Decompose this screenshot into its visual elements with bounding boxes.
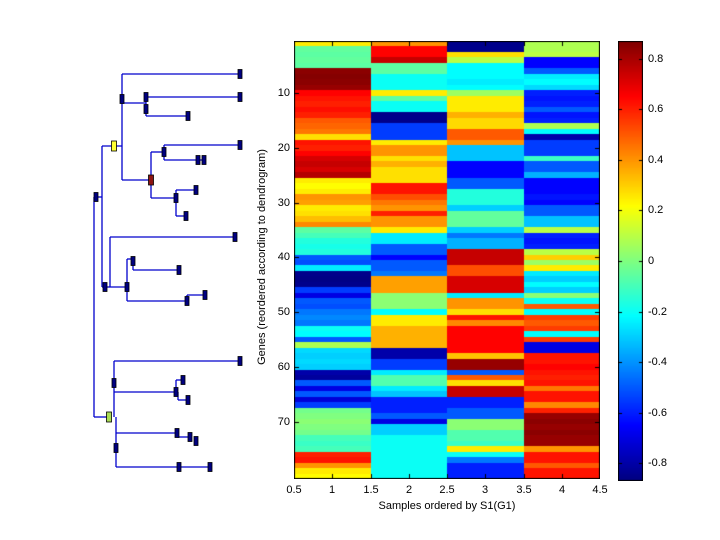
dendrogram-node <box>173 387 179 397</box>
y-tick-label: 50 <box>277 306 290 318</box>
colorbar-tick-label: -0.4 <box>648 356 667 368</box>
y-tick-label: 40 <box>277 251 290 263</box>
dendrogram-node <box>124 282 130 292</box>
dendrogram-node <box>237 69 243 79</box>
dendrogram-node <box>111 378 117 388</box>
dendrogram-node <box>176 462 182 472</box>
x-tick-label: 2.5 <box>439 484 455 496</box>
colorbar-canvas <box>618 41 643 481</box>
dendrogram-node <box>183 211 189 221</box>
dendrogram-node <box>201 155 207 165</box>
colorbar-tick-label: -0.2 <box>648 306 667 318</box>
colorbar-tick-label: -0.6 <box>648 407 667 419</box>
dendrogram-node <box>232 232 238 242</box>
dendrogram-node <box>237 92 243 102</box>
dendrogram-node-green <box>106 411 112 423</box>
dendrogram-node <box>93 192 99 202</box>
x-tick-label: 3.5 <box>516 484 532 496</box>
dendrogram-node <box>130 256 136 266</box>
x-tick-label: 1 <box>328 484 336 496</box>
dendrogram-node <box>184 296 190 306</box>
y-tick-label: 60 <box>277 361 290 373</box>
x-axis-label: Samples ordered by S1(G1) <box>378 500 516 512</box>
x-tick-label: 3 <box>481 484 489 496</box>
dendrogram-node <box>102 282 108 292</box>
y-tick-label: 70 <box>277 416 290 428</box>
dendrogram-node <box>193 185 199 195</box>
colorbar-tick-label: 0 <box>648 255 655 267</box>
heatmap-canvas <box>294 41 600 479</box>
dendrogram-node <box>202 290 208 300</box>
dendrogram-node <box>237 140 243 150</box>
y-tick-label: 20 <box>277 142 290 154</box>
dendrogram-node <box>143 104 149 114</box>
dendrogram-node-red <box>148 174 154 186</box>
x-tick-label: 4.5 <box>592 484 608 496</box>
dendrogram-node <box>185 111 191 121</box>
colorbar-tick-label: 0.8 <box>648 53 664 65</box>
y-tick-label: 30 <box>277 197 290 209</box>
dendrogram-node <box>185 395 191 405</box>
dendrogram-node <box>143 92 149 102</box>
x-tick-label: 1.5 <box>363 484 379 496</box>
dendrogram-node <box>207 462 213 472</box>
dendrogram-node <box>187 432 193 442</box>
dendrogram-node <box>180 375 186 385</box>
dendrogram-node <box>113 443 119 453</box>
dendrogram-node <box>176 265 182 275</box>
dendrogram-node <box>174 428 180 438</box>
y-tick-label: 10 <box>277 87 290 99</box>
x-tick-label: 0.5 <box>286 484 302 496</box>
dendrogram-node <box>173 193 179 203</box>
colorbar-tick-label: 0.6 <box>648 103 664 115</box>
dendrogram-node <box>193 436 199 446</box>
colorbar-tick-label: 0.4 <box>648 154 664 166</box>
dendrogram-node-yellow <box>111 140 117 152</box>
x-tick-label: 4 <box>558 484 566 496</box>
dendrogram-node <box>237 356 243 366</box>
colorbar-tick-label: 0.2 <box>648 204 664 216</box>
colorbar-tick-label: -0.8 <box>648 457 667 469</box>
dendrogram-node <box>119 94 125 104</box>
x-tick-label: 2 <box>405 484 413 496</box>
dendrogram-node <box>161 147 167 157</box>
dendrogram-node <box>195 155 201 165</box>
